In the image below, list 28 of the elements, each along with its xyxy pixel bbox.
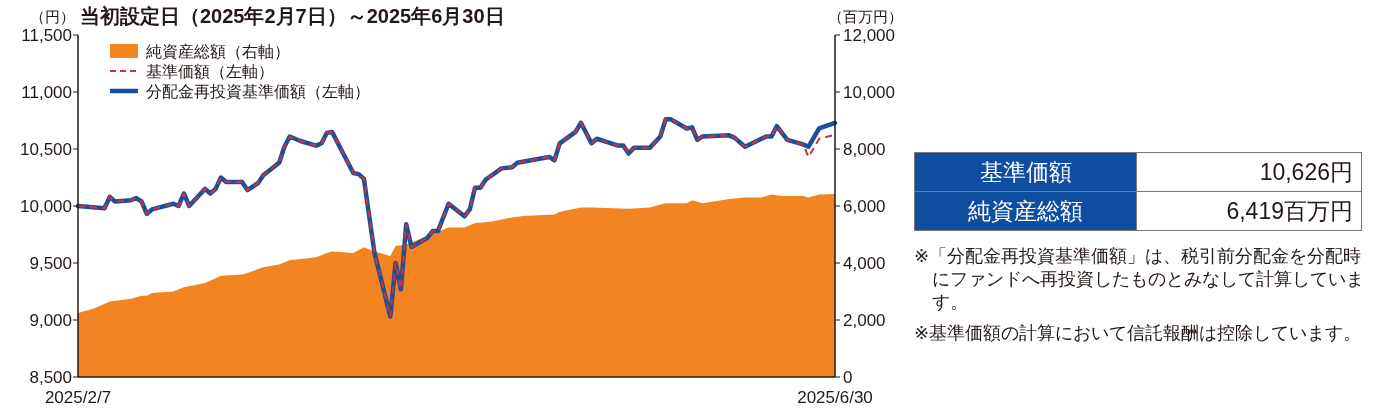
x-tick-label: 2025/2/7 — [44, 388, 112, 407]
y2-tick-label: 2,000 — [843, 311, 886, 330]
y-tick-label: 10,000 — [20, 197, 72, 216]
legend-label: 分配金再投資基準価額（左軸） — [146, 83, 370, 100]
text: ※基準価額の計算において信託報酬は控除しています。 — [914, 322, 1363, 345]
y2-tick-label: 12,000 — [843, 26, 895, 45]
y-tick-label: 8,500 — [29, 368, 72, 387]
text: ※「分配金再投資基準価額」は、税引前分配金を分配時にファンドへ再投資したものとみなして計算しています。 — [914, 245, 1364, 314]
text: 基準価額 — [914, 152, 1137, 192]
legend-label: 基準価額（左軸） — [146, 63, 274, 80]
y2-tick-label: 8,000 — [843, 140, 886, 159]
text: 純資産総額 — [914, 191, 1137, 231]
y-tick-label: 10,500 — [20, 140, 72, 159]
y2-axis-title: （百万円） — [827, 8, 903, 25]
y-tick-label: 11,500 — [21, 26, 72, 45]
x-tick-label: 2025/6/30 — [797, 388, 873, 407]
y-tick-label: 9,500 — [29, 254, 72, 273]
y2-tick-label: 6,000 — [843, 197, 886, 216]
y2-tick-label: 0 — [843, 368, 853, 387]
y-axis-title: （円） — [29, 8, 75, 25]
text: 10,626円 — [1136, 152, 1362, 192]
y2-tick-label: 4,000 — [843, 254, 886, 273]
y2-tick-label: 10,000 — [843, 83, 895, 102]
legend-label: 純資産総額（右軸） — [146, 43, 290, 60]
y-tick-label: 11,000 — [21, 83, 72, 102]
y-tick-label: 9,000 — [29, 311, 72, 330]
text: 6,419百万円 — [1136, 191, 1362, 231]
chart-title: 当初設定日（2025年2月7日）～2025年6月30日 — [80, 5, 505, 27]
